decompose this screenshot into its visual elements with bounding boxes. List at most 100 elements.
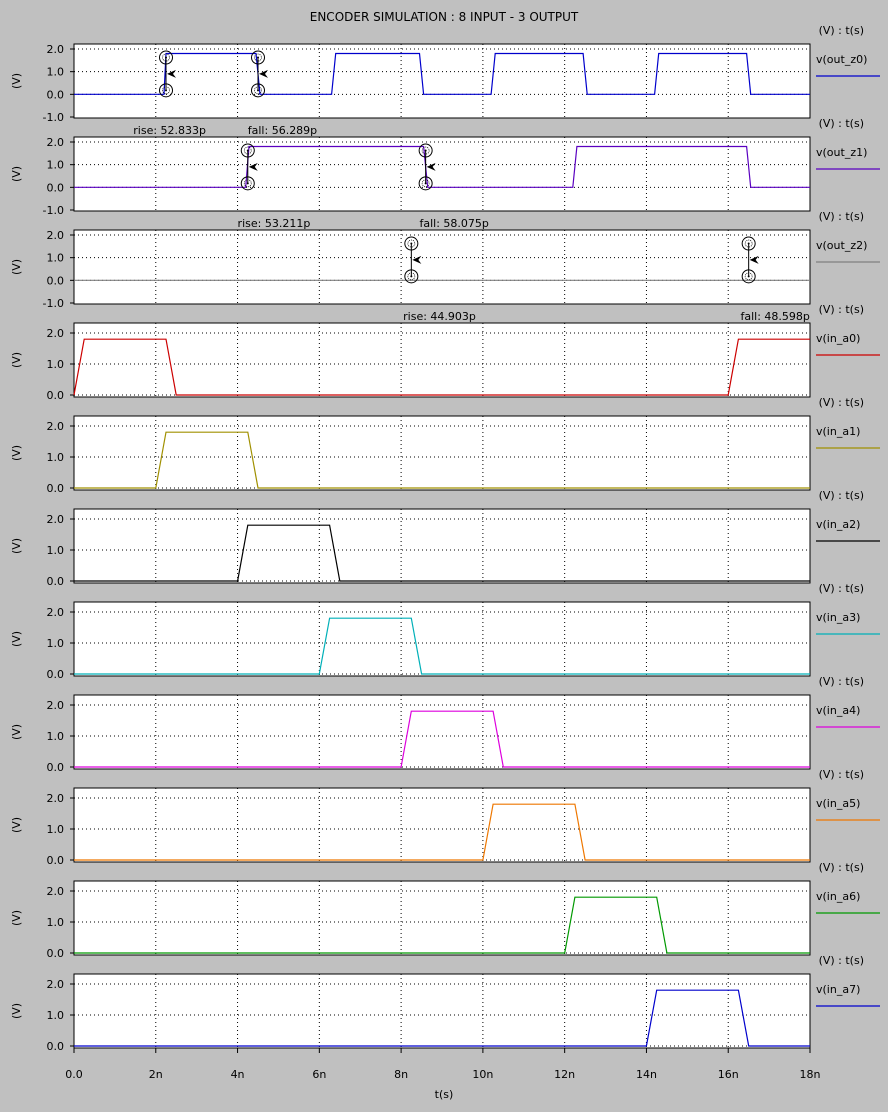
y-axis-label: (V) bbox=[10, 631, 23, 647]
cursor-dot bbox=[257, 56, 259, 59]
y-axis-label: (V) bbox=[10, 1003, 23, 1019]
legend-header: (V) : t(s) bbox=[819, 954, 864, 967]
cursor-ring-inner bbox=[243, 146, 252, 155]
y-tick-label: 0.0 bbox=[47, 668, 65, 681]
measure-annotation: rise: 44.903p bbox=[403, 310, 476, 323]
x-axis: 0.0 2n 4n 6n 8n 10n 12n 14n 16n 18n bbox=[65, 1048, 821, 1081]
y-axis-label: (V) bbox=[10, 352, 23, 368]
cursor-dot bbox=[165, 89, 167, 92]
cursor-arrow bbox=[259, 69, 268, 78]
cursor-arrow bbox=[749, 255, 759, 264]
y-axis-label: (V) bbox=[10, 445, 23, 461]
cursor-dot bbox=[747, 242, 750, 245]
x-tick-label: 6n bbox=[312, 1068, 326, 1081]
y-axis-label: (V) bbox=[10, 166, 23, 182]
legend-label: v(in_a6) bbox=[816, 890, 860, 903]
cursor-dot bbox=[424, 182, 427, 185]
legend-header: (V) : t(s) bbox=[819, 861, 864, 874]
y-tick-label: 1.0 bbox=[47, 358, 65, 371]
series-line-v(in_a6) bbox=[74, 896, 810, 954]
panel-v-out-z2: 2.0 1.0 0.0 -1.0 (V) (V) : t(s) v(out_z2) rise:… bbox=[10, 210, 880, 323]
y-tick-label: 0.0 bbox=[47, 575, 65, 588]
cursor-fall bbox=[251, 50, 268, 98]
legend-label: v(in_a4) bbox=[816, 704, 860, 717]
y-tick-label: 2.0 bbox=[47, 43, 65, 56]
cursor-rise bbox=[240, 143, 258, 191]
measure-annotation: fall: 48.598p bbox=[740, 310, 809, 323]
cursor-ring bbox=[418, 176, 433, 191]
cursor-arrow bbox=[248, 162, 258, 171]
plot-frame bbox=[73, 229, 811, 305]
panel-v-in-a1: 2.0 1.0 0.0 (V) (V) : t(s) v(in_a1) bbox=[10, 396, 880, 495]
y-tick-label: 2.0 bbox=[47, 327, 65, 340]
y-axis-label: (V) bbox=[10, 724, 23, 740]
measure-annotation: fall: 56.289p bbox=[248, 124, 317, 137]
panel-v-in-a5: 2.0 1.0 0.0 (V) (V) : t(s) v(in_a5) bbox=[10, 768, 880, 867]
series-line-v(out_z0) bbox=[74, 52, 810, 95]
cursor-ring bbox=[741, 236, 756, 251]
y-tick-label: 1.0 bbox=[47, 823, 65, 836]
y-tick-label: -1.0 bbox=[43, 204, 64, 217]
cursor-dot bbox=[246, 149, 249, 152]
legend-label: v(out_z1) bbox=[816, 146, 867, 159]
legend-label: v(in_a5) bbox=[816, 797, 860, 810]
y-tick-label: -1.0 bbox=[43, 297, 64, 310]
cursor-ring-inner bbox=[243, 179, 252, 188]
measure-annotation: rise: 52.833p bbox=[133, 124, 206, 137]
cursor-dot bbox=[747, 275, 750, 278]
panel-v-in-a0: 2.0 1.0 0.0 (V) (V) : t(s) v(in_a0) bbox=[10, 303, 880, 402]
y-tick-label: 1.0 bbox=[47, 451, 65, 464]
cursor-arrow bbox=[412, 255, 422, 264]
y-tick-label: 2.0 bbox=[47, 699, 65, 712]
legend-label: v(out_z2) bbox=[816, 239, 867, 252]
cursor-ring-inner bbox=[254, 53, 262, 62]
cursor-rise bbox=[404, 236, 422, 284]
series-line-v(in_a5) bbox=[74, 803, 810, 861]
y-axis-label: (V) bbox=[10, 538, 23, 554]
cursor-ring bbox=[159, 50, 173, 65]
cursor-dot bbox=[165, 56, 167, 59]
cursor-ring-inner bbox=[407, 272, 416, 281]
measure-annotation: fall: 58.075p bbox=[420, 217, 489, 230]
y-tick-label: 1.0 bbox=[47, 916, 65, 929]
panel-v-in-a7: 2.0 1.0 0.0 (V) (V) : t(s) v(in_a7) bbox=[10, 954, 880, 1053]
y-axis-label: (V) bbox=[10, 817, 23, 833]
cursor-dot bbox=[257, 89, 259, 92]
x-tick-label: 14n bbox=[636, 1068, 657, 1081]
plot-frame bbox=[73, 415, 811, 491]
x-tick-label: 18n bbox=[800, 1068, 821, 1081]
y-tick-label: 0.0 bbox=[47, 389, 65, 402]
cursor-dot bbox=[424, 149, 427, 152]
cursor-dot bbox=[246, 182, 249, 185]
x-tick-label: 16n bbox=[718, 1068, 739, 1081]
x-tick-label: 2n bbox=[149, 1068, 163, 1081]
cursor-ring bbox=[159, 83, 173, 98]
series-line-v(in_a3) bbox=[74, 617, 810, 675]
cursor-ring-inner bbox=[407, 239, 416, 248]
series-line-v(in_a4) bbox=[74, 710, 810, 768]
y-tick-label: 1.0 bbox=[47, 159, 65, 172]
measure-annotation: rise: 53.211p bbox=[238, 217, 311, 230]
panel-v-in-a3: 2.0 1.0 0.0 (V) (V) : t(s) v(in_a3) bbox=[10, 582, 880, 681]
panel-v-out-z0: 2.0 1.0 0.0 -1.0 (V) (V) : t(s) v(out_z0) rise:… bbox=[10, 24, 880, 137]
series-line-v(in_a7) bbox=[74, 989, 810, 1047]
y-tick-label: 1.0 bbox=[47, 1009, 65, 1022]
plot-frame bbox=[73, 694, 811, 770]
y-tick-label: 2.0 bbox=[47, 606, 65, 619]
panel-v-in-a4: 2.0 1.0 0.0 (V) (V) : t(s) v(in_a4) bbox=[10, 675, 880, 774]
series-line-v(in_a2) bbox=[74, 524, 810, 582]
panels: 2.0 1.0 0.0 -1.0 (V) (V) : t(s) v(out_z0) rise:… bbox=[10, 24, 880, 1053]
cursor-ring bbox=[404, 236, 419, 251]
panel-v-out-z1: 2.0 1.0 0.0 -1.0 (V) (V) : t(s) v(out_z1) rise:… bbox=[10, 117, 880, 230]
cursor-fall bbox=[418, 143, 436, 191]
y-tick-label: 0.0 bbox=[47, 947, 65, 960]
legend-label: v(in_a0) bbox=[816, 332, 860, 345]
cursor-rise bbox=[159, 50, 176, 98]
panel-v-in-a2: 2.0 1.0 0.0 (V) (V) : t(s) v(in_a2) bbox=[10, 489, 880, 588]
y-tick-label: 0.0 bbox=[47, 761, 65, 774]
y-tick-label: 2.0 bbox=[47, 885, 65, 898]
x-tick-label: 4n bbox=[231, 1068, 245, 1081]
cursor-ring-inner bbox=[744, 239, 753, 248]
cursor-ring-inner bbox=[421, 179, 430, 188]
